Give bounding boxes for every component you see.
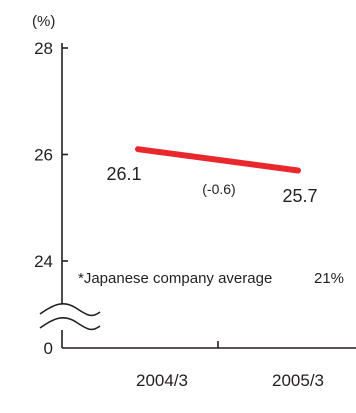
- data-label: 26.1: [106, 164, 141, 184]
- y-axis: (%) 28 26 24 0: [32, 13, 101, 358]
- y-tick-label: 0: [44, 339, 53, 358]
- footnote-label: *Japanese company average: [78, 270, 272, 287]
- y-tick-label: 24: [34, 252, 53, 271]
- series-line: [135, 146, 301, 174]
- data-label: 25.7: [282, 186, 317, 206]
- x-axis: 2004/3 2005/3: [62, 341, 356, 390]
- change-label: (-0.6): [202, 181, 235, 197]
- annotations: 26.1 25.7 (-0.6) *Japanese company average 2…: [78, 164, 344, 287]
- axis-break-gap: [52, 304, 72, 330]
- y-axis-unit-label: (%): [32, 13, 55, 30]
- y-tick-label: 28: [34, 39, 53, 58]
- series: [135, 146, 301, 174]
- x-tick-label: 2005/3: [272, 371, 324, 390]
- footnote-value: 21%: [314, 270, 344, 287]
- axis-break-line: [39, 316, 101, 331]
- y-tick-label: 26: [34, 146, 53, 165]
- axis-break-line: [39, 302, 101, 317]
- x-tick-label: 2004/3: [136, 371, 188, 390]
